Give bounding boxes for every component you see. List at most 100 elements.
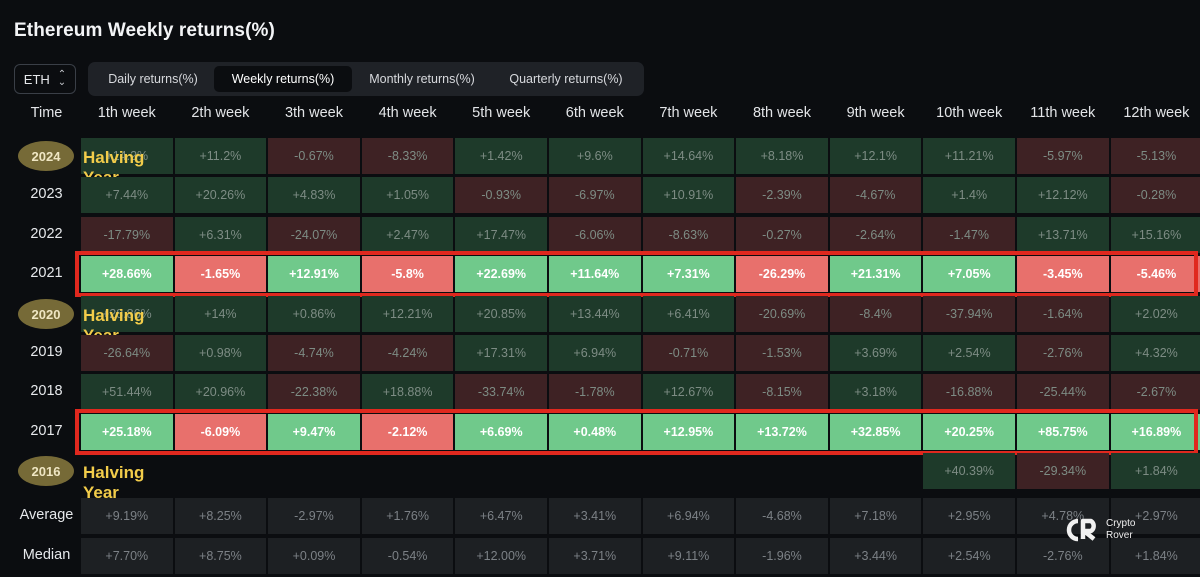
crypto-rover-logo-icon: [1066, 518, 1096, 542]
return-cell: +17.31%: [455, 335, 547, 371]
return-cell: +6.31%: [174, 217, 267, 253]
week-column-header: 7th week: [659, 105, 718, 121]
return-cell: +11.2%: [174, 138, 267, 174]
return-cell: -5.46%: [1110, 256, 1200, 292]
highlight-frame: [75, 251, 1198, 297]
return-cell: +7.70%: [81, 538, 173, 574]
week-column-header: 2th week: [191, 105, 250, 121]
return-cell: +4.83%: [268, 177, 360, 213]
return-cell: +13.44%: [549, 296, 641, 332]
return-cell: +20.85%: [455, 296, 547, 332]
return-cell: +1.4%: [923, 177, 1015, 213]
return-cell: +32.85%: [829, 414, 922, 450]
page-title: Ethereum Weekly returns(%): [14, 20, 275, 41]
return-cell: +9.6%: [549, 138, 641, 174]
week-column-header: 8th week: [752, 105, 811, 121]
week-column-header: 9th week: [846, 105, 905, 121]
return-cell: -2.97%: [268, 498, 360, 534]
return-cell: +2.47%: [361, 217, 454, 253]
return-cell: -26.29%: [736, 256, 828, 292]
week-column-header: 10th week: [936, 105, 1003, 121]
stat-row-label: Average: [19, 507, 74, 523]
return-cell: +8.18%: [736, 138, 828, 174]
year-row-label: 2017: [30, 423, 63, 439]
return-cell: +3.71%: [549, 538, 641, 574]
return-cell: -5.13%: [1110, 138, 1200, 174]
return-cell: +14%: [174, 296, 267, 332]
return-cell: -1.53%: [736, 335, 828, 371]
return-cell: +0.48%: [549, 414, 641, 450]
return-cell: +20.25%: [923, 414, 1015, 450]
time-column-header: Time: [30, 105, 63, 121]
return-cell: +21.31%: [829, 256, 922, 292]
stat-row-label: Median: [22, 547, 71, 563]
tab-weekly-returns[interactable]: Weekly returns(%): [214, 66, 352, 92]
year-row-label: 2023: [30, 186, 63, 202]
return-cell: +18.88%: [361, 374, 454, 410]
return-cell: +6.47%: [455, 498, 547, 534]
tab-daily-returns[interactable]: Daily returns(%): [108, 72, 198, 86]
return-cell: -5.97%: [1017, 138, 1109, 174]
return-cell: -24.07%: [268, 217, 360, 253]
return-cell: +2.95%: [923, 498, 1015, 534]
return-cell: +12.00%: [455, 538, 547, 574]
return-cell: -4.67%: [829, 177, 922, 213]
tab-quarterly-returns[interactable]: Quarterly returns(%): [509, 72, 623, 86]
return-cell: -8.15%: [736, 374, 828, 410]
return-cell: +9.47%: [268, 414, 360, 450]
return-cell: +11.21%: [923, 138, 1015, 174]
return-cell: +9.19%: [81, 498, 173, 534]
returns-period-tabs: Daily returns(%) Weekly returns(%) Month…: [88, 62, 644, 96]
return-cell: +13.71%: [1017, 217, 1109, 253]
return-cell: -0.27%: [736, 217, 828, 253]
week-column-header: 12th week: [1123, 105, 1190, 121]
return-cell: +15.16%: [1110, 217, 1200, 253]
year-row-label: 2018: [30, 383, 63, 399]
return-cell: +1.42%: [455, 138, 547, 174]
week-column-header: 1th week: [97, 105, 156, 121]
return-cell: -4.24%: [361, 335, 454, 371]
return-cell: -0.28%: [1110, 177, 1200, 213]
return-cell: +7.18%: [829, 498, 922, 534]
return-cell: +3.18%: [829, 374, 922, 410]
return-cell: -5.8%: [361, 256, 454, 292]
week-column-header: 5th week: [472, 105, 531, 121]
asset-select-value: ETH: [23, 71, 50, 87]
halving-year-badge: 2020: [18, 299, 74, 329]
return-cell: +28.86%: [81, 296, 173, 332]
logo-line2: Rover: [1106, 530, 1133, 541]
return-cell: -6.09%: [174, 414, 267, 450]
return-cell: +12.12%: [1017, 177, 1109, 213]
return-cell: -16.88%: [923, 374, 1015, 410]
return-cell: +12.67%: [642, 374, 735, 410]
return-cell: -22.38%: [268, 374, 360, 410]
return-cell: +2.02%: [1110, 296, 1200, 332]
return-cell: +40.39%: [923, 453, 1015, 489]
return-cell: +3.41%: [549, 498, 641, 534]
return-cell: +1.05%: [361, 177, 454, 213]
return-cell: +7.44%: [81, 177, 173, 213]
return-cell: -29.34%: [1017, 453, 1109, 489]
return-cell: +51.44%: [81, 374, 173, 410]
return-cell: -2.76%: [1017, 538, 1109, 574]
return-cell: -8.4%: [829, 296, 922, 332]
return-cell: -3.45%: [1017, 256, 1109, 292]
return-cell: +12.91%: [268, 256, 360, 292]
return-cell: -6.06%: [549, 217, 641, 253]
return-cell: +3.69%: [829, 335, 922, 371]
return-cell: +8.75%: [174, 538, 267, 574]
return-cell: +14.64%: [642, 138, 735, 174]
return-cell: -1.64%: [1017, 296, 1109, 332]
return-cell: -2.39%: [736, 177, 828, 213]
return-cell: +9.11%: [642, 538, 735, 574]
asset-select[interactable]: ETH ⌃ ⌄: [14, 64, 76, 94]
year-row-label: 2021: [30, 265, 63, 281]
return-cell: +2.54%: [923, 538, 1015, 574]
return-cell: +8.25%: [174, 498, 267, 534]
tab-monthly-returns[interactable]: Monthly returns(%): [369, 72, 475, 86]
return-cell: -33.74%: [455, 374, 547, 410]
return-cell: -2.64%: [829, 217, 922, 253]
year-row-label: 2022: [30, 226, 63, 242]
return-cell: +7.05%: [923, 256, 1015, 292]
week-column-header: 11th week: [1030, 105, 1096, 121]
